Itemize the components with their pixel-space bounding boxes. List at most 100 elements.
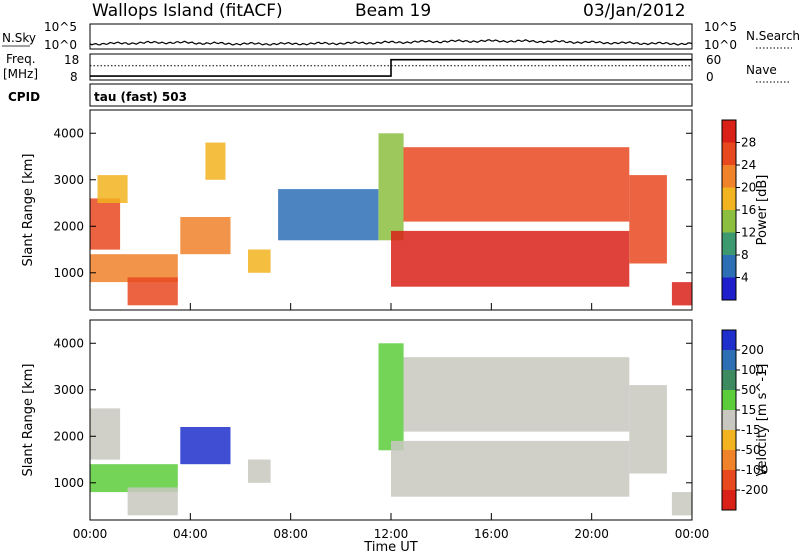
- x-tick-label: 16:00: [474, 527, 509, 541]
- colorbar-tick-label: 28: [741, 136, 756, 150]
- date-label: 03/Jan/2012: [583, 1, 686, 21]
- colorbar-swatch: [722, 470, 736, 491]
- colorbar-swatch: [722, 370, 736, 391]
- x-tick-label: 00:00: [73, 527, 108, 541]
- colorbar-swatch: [722, 232, 736, 256]
- heatmap-region: [403, 147, 630, 222]
- colorbar-swatch: [722, 330, 736, 351]
- heatmap-region: [671, 492, 692, 516]
- heatmap-region: [248, 459, 271, 483]
- heatmap-region: [629, 175, 667, 264]
- colorbar-swatch: [722, 255, 736, 278]
- station-title: Wallops Island (fitACF): [92, 1, 283, 21]
- freq-left-tick-bottom: 8: [70, 70, 78, 84]
- colorbar-swatch: [722, 410, 736, 431]
- y-tick-label: 2000: [53, 429, 84, 443]
- colorbar-tick-label: 100: [741, 363, 764, 377]
- velocity-y-axis-label: Slant Range [km]: [21, 364, 36, 477]
- y-tick-label: 3000: [53, 383, 84, 397]
- power-y-axis: 1000 2000 3000 4000: [53, 126, 692, 280]
- heatmap-region: [378, 343, 404, 451]
- nave-right-tick-bottom: 0: [706, 70, 714, 84]
- colorbar-swatch: [722, 210, 736, 233]
- power-colorbar-label: Power [dB]: [755, 175, 770, 246]
- velocity-y-axis: 1000 2000 3000 4000: [53, 336, 692, 490]
- colorbar-swatch: [722, 277, 736, 301]
- frequency-trace: [90, 58, 692, 77]
- nave-right-tick-top: 60: [706, 53, 721, 67]
- freq-left-unit: [MHz]: [3, 67, 38, 81]
- velocity-panel: 1000 2000 3000 4000 00:00 04:00 08:00 12:00 16:…: [21, 319, 770, 555]
- colorbar-swatch: [722, 187, 736, 211]
- colorbar-frame: [721, 329, 737, 511]
- heatmap-region: [90, 408, 121, 460]
- velocity-x-axis: 00:00 04:00 08:00 12:00 16:00 20:00 00:00: [73, 513, 710, 541]
- colorbar-swatch: [722, 165, 736, 188]
- noise-left-tick-top: 10^5: [44, 20, 77, 34]
- colorbar-tick-label: 12: [741, 226, 756, 240]
- colorbar-swatch: [722, 142, 736, 166]
- heatmap-region: [180, 217, 231, 255]
- y-tick-label: 4000: [53, 336, 84, 350]
- colorbar-tick-label: -15: [741, 423, 761, 437]
- x-tick-label: 04:00: [173, 527, 208, 541]
- y-tick-label: 4000: [53, 126, 84, 140]
- noise-panel: N.Sky 10^5 10^0 10^5 10^0 N.Search: [2, 20, 800, 52]
- noise-right-tick-top: 10^5: [704, 20, 737, 34]
- y-tick-label: 1000: [53, 476, 84, 490]
- beam-label: Beam 19: [355, 1, 431, 21]
- heatmap-region: [278, 189, 379, 241]
- y-tick-label: 3000: [53, 173, 84, 187]
- velocity-x-axis-label: Time UT: [363, 540, 417, 554]
- heatmap-region: [248, 249, 271, 273]
- power-panel: 1000 2000 3000 4000 Slant Range [km] 4 8 12 16…: [21, 109, 770, 311]
- colorbar-tick-label: -100: [741, 463, 768, 477]
- power-y-axis-label: Slant Range [km]: [21, 154, 36, 267]
- colorbar-swatch: [722, 350, 736, 371]
- heatmap-region: [97, 175, 128, 203]
- heatmap-region: [391, 230, 630, 287]
- cpid-label: CPID: [8, 90, 40, 104]
- noise-left-label: N.Sky: [2, 31, 36, 45]
- y-tick-label: 2000: [53, 219, 84, 233]
- colorbar-tick-label: -200: [741, 483, 768, 497]
- cpid-panel: CPID tau (fast) 503: [8, 83, 693, 107]
- colorbar-swatch: [722, 490, 736, 511]
- heatmap-region: [391, 440, 630, 497]
- power-colorbar: 4 8 12 16 20 24 28: [721, 119, 756, 301]
- colorbar-swatch: [722, 430, 736, 451]
- heatmap-region: [378, 133, 404, 241]
- x-tick-label: 20:00: [574, 527, 609, 541]
- power-heatmap-cells: [90, 133, 692, 306]
- heatmap-region: [180, 427, 231, 465]
- heatmap-region: [629, 385, 667, 474]
- colorbar-tick-label: 200: [741, 343, 764, 357]
- colorbar-swatch: [722, 120, 736, 143]
- heatmap-region: [403, 357, 630, 432]
- noise-left-tick-bottom: 10^0: [44, 38, 77, 52]
- colorbar-tick-label: 4: [741, 271, 749, 285]
- heatmap-region: [127, 277, 178, 306]
- freq-left-label: Freq.: [6, 52, 36, 66]
- colorbar-swatch: [722, 450, 736, 471]
- velocity-colorbar: 200 100 50 15 -15 -50 -100 -200: [721, 329, 768, 511]
- colorbar-tick-label: -50: [741, 443, 761, 457]
- x-tick-label: 00:00: [675, 527, 710, 541]
- power-x-ticks: [89, 303, 693, 310]
- colorbar-tick-label: 15: [741, 403, 756, 417]
- noise-trace: [89, 39, 693, 46]
- x-tick-label: 12:00: [374, 527, 409, 541]
- heatmap-region: [127, 487, 178, 516]
- cpid-value: tau (fast) 503: [94, 90, 187, 104]
- colorbar-tick-label: 50: [741, 383, 756, 397]
- heatmap-region: [671, 282, 692, 306]
- velocity-heatmap-cells: [90, 343, 692, 516]
- nave-right-label: Nave: [746, 63, 777, 77]
- heatmap-region: [205, 142, 226, 180]
- colorbar-tick-label: 24: [741, 158, 756, 172]
- colorbar-tick-label: 16: [741, 203, 756, 217]
- noise-right-tick-bottom: 10^0: [704, 38, 737, 52]
- colorbar-tick-label: 8: [741, 248, 749, 262]
- freq-left-tick-top: 18: [64, 53, 79, 67]
